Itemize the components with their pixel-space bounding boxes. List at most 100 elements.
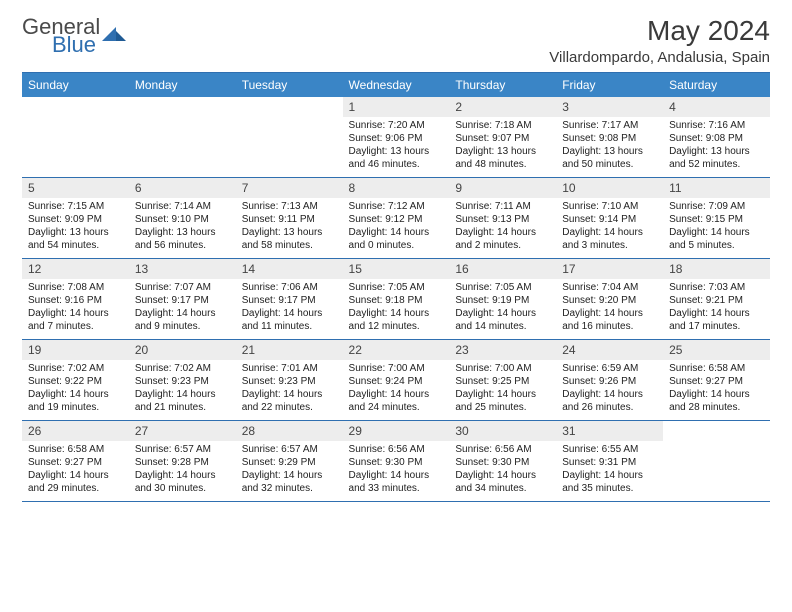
sunrise-text: Sunrise: 7:02 AM [135, 362, 230, 375]
day-number-cell: 15 [343, 258, 450, 279]
day-detail-cell: Sunrise: 7:02 AMSunset: 9:23 PMDaylight:… [129, 360, 236, 421]
day-number-cell: 7 [236, 177, 343, 198]
sunset-text: Sunset: 9:20 PM [562, 294, 657, 307]
day-number-cell: 1 [343, 97, 450, 117]
daylight-text-2: and 33 minutes. [349, 482, 444, 495]
day-detail-row: Sunrise: 7:20 AMSunset: 9:06 PMDaylight:… [22, 117, 770, 178]
daylight-text-1: Daylight: 14 hours [242, 469, 337, 482]
daylight-text-2: and 19 minutes. [28, 401, 123, 414]
daylight-text-2: and 50 minutes. [562, 158, 657, 171]
day-detail-cell: Sunrise: 6:57 AMSunset: 9:28 PMDaylight:… [129, 441, 236, 502]
day-number-cell: 2 [449, 97, 556, 117]
sunset-text: Sunset: 9:24 PM [349, 375, 444, 388]
day-number-cell: 21 [236, 339, 343, 360]
day-number-cell: 11 [663, 177, 770, 198]
day-number-row: 1234 [22, 97, 770, 117]
day-detail-cell: Sunrise: 6:56 AMSunset: 9:30 PMDaylight:… [343, 441, 450, 502]
day-detail-cell: Sunrise: 7:07 AMSunset: 9:17 PMDaylight:… [129, 279, 236, 340]
day-detail-cell: Sunrise: 7:10 AMSunset: 9:14 PMDaylight:… [556, 198, 663, 259]
day-detail-cell: Sunrise: 7:12 AMSunset: 9:12 PMDaylight:… [343, 198, 450, 259]
day-detail-cell: Sunrise: 7:06 AMSunset: 9:17 PMDaylight:… [236, 279, 343, 340]
daylight-text-1: Daylight: 14 hours [455, 226, 550, 239]
sunrise-text: Sunrise: 7:12 AM [349, 200, 444, 213]
day-detail-row: Sunrise: 7:08 AMSunset: 9:16 PMDaylight:… [22, 279, 770, 340]
daylight-text-1: Daylight: 14 hours [455, 307, 550, 320]
sunrise-text: Sunrise: 7:17 AM [562, 119, 657, 132]
daylight-text-2: and 11 minutes. [242, 320, 337, 333]
sunset-text: Sunset: 9:28 PM [135, 456, 230, 469]
sunrise-text: Sunrise: 6:57 AM [135, 443, 230, 456]
sunset-text: Sunset: 9:06 PM [349, 132, 444, 145]
day-detail-cell: Sunrise: 7:00 AMSunset: 9:24 PMDaylight:… [343, 360, 450, 421]
sunset-text: Sunset: 9:30 PM [349, 456, 444, 469]
day-detail-row: Sunrise: 6:58 AMSunset: 9:27 PMDaylight:… [22, 441, 770, 502]
daylight-text-2: and 25 minutes. [455, 401, 550, 414]
day-number-cell: 18 [663, 258, 770, 279]
day-number-cell: 13 [129, 258, 236, 279]
day-detail-cell: Sunrise: 7:05 AMSunset: 9:18 PMDaylight:… [343, 279, 450, 340]
daylight-text-2: and 54 minutes. [28, 239, 123, 252]
daylight-text-2: and 0 minutes. [349, 239, 444, 252]
daylight-text-1: Daylight: 14 hours [669, 307, 764, 320]
day-detail-cell: Sunrise: 7:17 AMSunset: 9:08 PMDaylight:… [556, 117, 663, 178]
day-detail-cell: Sunrise: 7:20 AMSunset: 9:06 PMDaylight:… [343, 117, 450, 178]
day-detail-cell: Sunrise: 6:56 AMSunset: 9:30 PMDaylight:… [449, 441, 556, 502]
sunrise-text: Sunrise: 7:00 AM [455, 362, 550, 375]
day-number-cell: 17 [556, 258, 663, 279]
sunset-text: Sunset: 9:14 PM [562, 213, 657, 226]
sunrise-text: Sunrise: 7:02 AM [28, 362, 123, 375]
day-number-cell: 19 [22, 339, 129, 360]
day-number-cell: 22 [343, 339, 450, 360]
day-number-cell: 10 [556, 177, 663, 198]
day-number-row: 567891011 [22, 177, 770, 198]
sunset-text: Sunset: 9:12 PM [349, 213, 444, 226]
daylight-text-1: Daylight: 14 hours [455, 469, 550, 482]
daylight-text-2: and 48 minutes. [455, 158, 550, 171]
brand-word-2: Blue [52, 34, 100, 56]
daylight-text-2: and 58 minutes. [242, 239, 337, 252]
day-detail-cell: Sunrise: 7:03 AMSunset: 9:21 PMDaylight:… [663, 279, 770, 340]
daylight-text-2: and 14 minutes. [455, 320, 550, 333]
daylight-text-1: Daylight: 14 hours [242, 307, 337, 320]
daylight-text-2: and 3 minutes. [562, 239, 657, 252]
sunrise-text: Sunrise: 7:20 AM [349, 119, 444, 132]
sunrise-text: Sunrise: 6:59 AM [562, 362, 657, 375]
daylight-text-2: and 7 minutes. [28, 320, 123, 333]
daylight-text-1: Daylight: 14 hours [349, 388, 444, 401]
sunrise-text: Sunrise: 7:14 AM [135, 200, 230, 213]
sunset-text: Sunset: 9:18 PM [349, 294, 444, 307]
day-number-cell: 31 [556, 420, 663, 441]
location-text: Villardompardo, Andalusia, Spain [549, 49, 770, 66]
daylight-text-2: and 21 minutes. [135, 401, 230, 414]
sunset-text: Sunset: 9:17 PM [135, 294, 230, 307]
sunset-text: Sunset: 9:15 PM [669, 213, 764, 226]
day-detail-cell: Sunrise: 7:18 AMSunset: 9:07 PMDaylight:… [449, 117, 556, 178]
day-detail-cell: Sunrise: 7:09 AMSunset: 9:15 PMDaylight:… [663, 198, 770, 259]
sunrise-text: Sunrise: 6:56 AM [349, 443, 444, 456]
day-detail-cell: Sunrise: 6:59 AMSunset: 9:26 PMDaylight:… [556, 360, 663, 421]
sunrise-text: Sunrise: 7:09 AM [669, 200, 764, 213]
sunrise-text: Sunrise: 7:05 AM [349, 281, 444, 294]
day-number-row: 12131415161718 [22, 258, 770, 279]
day-number-cell: 23 [449, 339, 556, 360]
sunset-text: Sunset: 9:19 PM [455, 294, 550, 307]
daylight-text-1: Daylight: 14 hours [135, 388, 230, 401]
sunrise-text: Sunrise: 7:06 AM [242, 281, 337, 294]
sunrise-text: Sunrise: 7:03 AM [669, 281, 764, 294]
day-number-cell: 20 [129, 339, 236, 360]
day-number-cell [236, 97, 343, 117]
weekday-header: Wednesday [343, 72, 450, 97]
day-number-cell: 14 [236, 258, 343, 279]
sunrise-text: Sunrise: 7:11 AM [455, 200, 550, 213]
day-detail-cell: Sunrise: 7:04 AMSunset: 9:20 PMDaylight:… [556, 279, 663, 340]
daylight-text-1: Daylight: 14 hours [562, 226, 657, 239]
day-number-cell: 5 [22, 177, 129, 198]
day-number-cell [663, 420, 770, 441]
day-detail-cell: Sunrise: 6:58 AMSunset: 9:27 PMDaylight:… [663, 360, 770, 421]
daylight-text-1: Daylight: 13 hours [135, 226, 230, 239]
day-detail-row: Sunrise: 7:15 AMSunset: 9:09 PMDaylight:… [22, 198, 770, 259]
daylight-text-2: and 24 minutes. [349, 401, 444, 414]
daylight-text-1: Daylight: 14 hours [349, 307, 444, 320]
sunrise-text: Sunrise: 6:57 AM [242, 443, 337, 456]
daylight-text-1: Daylight: 14 hours [28, 469, 123, 482]
